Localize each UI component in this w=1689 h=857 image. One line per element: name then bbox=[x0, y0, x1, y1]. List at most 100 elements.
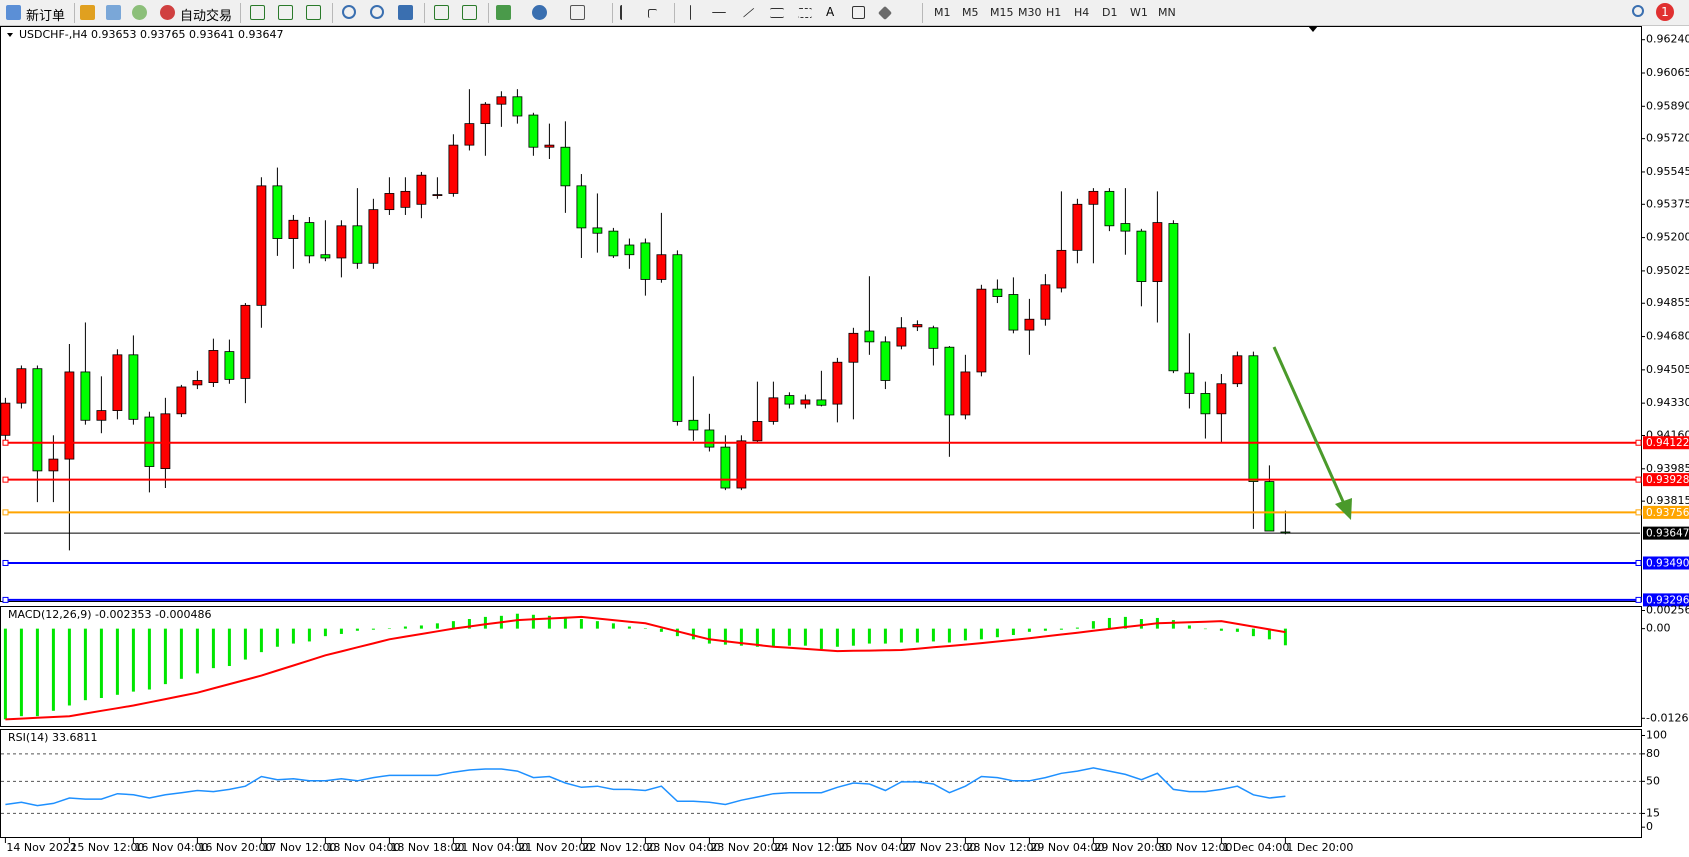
candle-body bbox=[192, 380, 203, 386]
periods-icon[interactable] bbox=[532, 5, 547, 20]
symbol-menu-arrow[interactable] bbox=[7, 33, 13, 37]
line-handle bbox=[1635, 439, 1642, 446]
price-label-box bbox=[1643, 436, 1689, 450]
price-label: 0.93490 bbox=[1646, 557, 1689, 569]
toolbar-icon[interactable] bbox=[80, 5, 95, 20]
y-tick-label: 50 bbox=[1646, 774, 1660, 787]
timeframe-button[interactable]: M5 bbox=[962, 6, 979, 19]
scroll-icon[interactable] bbox=[434, 5, 449, 20]
toolbar-icon[interactable] bbox=[132, 5, 147, 20]
price-label: 0.93647 bbox=[1646, 528, 1689, 540]
vline-icon[interactable] bbox=[690, 5, 692, 20]
timeframe-button[interactable]: MN bbox=[1158, 6, 1176, 19]
candle-body bbox=[576, 185, 587, 229]
x-tick-label: 23 Nov 04:00 bbox=[646, 841, 720, 854]
y-tick-label: 0.95890 bbox=[1646, 99, 1689, 112]
indicators-icon[interactable] bbox=[496, 5, 511, 20]
timeframe-button[interactable]: H4 bbox=[1074, 6, 1090, 19]
bar-chart-icon[interactable] bbox=[250, 5, 265, 20]
separator bbox=[674, 3, 675, 23]
text-tool[interactable]: A bbox=[826, 5, 835, 19]
candle-body bbox=[864, 330, 875, 343]
candle-chart-icon[interactable] bbox=[278, 5, 293, 20]
macd-bar bbox=[227, 628, 231, 667]
macd-bar bbox=[563, 616, 567, 629]
macd-bar bbox=[643, 628, 647, 630]
timeframe-button[interactable]: H1 bbox=[1046, 6, 1062, 19]
candle-body bbox=[112, 354, 123, 411]
auto-trading-button[interactable]: 自动交易 bbox=[180, 9, 233, 24]
candle-body bbox=[160, 413, 171, 470]
macd-bar bbox=[259, 628, 263, 653]
fibo-icon[interactable] bbox=[798, 8, 812, 18]
macd-bar bbox=[899, 628, 903, 643]
channel-icon[interactable] bbox=[770, 8, 784, 18]
crosshair-icon[interactable] bbox=[648, 9, 657, 18]
timeframe-button[interactable]: W1 bbox=[1130, 6, 1148, 19]
candle-body bbox=[96, 410, 107, 421]
macd-bar bbox=[611, 623, 615, 629]
price-label-box bbox=[1643, 473, 1689, 487]
line-handle bbox=[2, 439, 9, 446]
candle-body bbox=[1136, 230, 1147, 282]
candle-body bbox=[512, 96, 523, 117]
candle-body bbox=[32, 368, 43, 472]
ohlc-low: 0.93641 bbox=[189, 28, 235, 41]
timeframe-button[interactable]: M30 bbox=[1018, 6, 1042, 19]
new-order-icon[interactable] bbox=[6, 5, 21, 20]
zoom-in-icon[interactable] bbox=[342, 5, 356, 19]
notification-badge[interactable]: 1 bbox=[1656, 3, 1674, 21]
macd-bar bbox=[531, 614, 535, 629]
separator bbox=[240, 3, 241, 23]
auto-trading-icon[interactable] bbox=[160, 5, 175, 20]
templates-icon[interactable] bbox=[570, 5, 585, 20]
candle-body bbox=[544, 144, 555, 148]
macd-bar bbox=[83, 628, 87, 701]
shift-marker bbox=[1308, 26, 1318, 32]
label-icon[interactable] bbox=[852, 6, 865, 19]
trendline-icon[interactable] bbox=[742, 7, 756, 19]
candle-body bbox=[528, 114, 539, 148]
y-tick-label: 15 bbox=[1646, 806, 1660, 819]
cursor-icon[interactable] bbox=[620, 5, 630, 20]
candle-body bbox=[848, 332, 859, 363]
timeframe-button[interactable]: M1 bbox=[934, 6, 951, 19]
hline-icon[interactable] bbox=[712, 12, 726, 14]
line-chart-icon[interactable] bbox=[306, 5, 321, 20]
candle-body bbox=[608, 230, 619, 257]
x-tick-label: 17 Nov 12:00 bbox=[262, 841, 336, 854]
macd-bar bbox=[755, 628, 759, 647]
candle-body bbox=[912, 324, 923, 328]
macd-bar bbox=[787, 628, 791, 646]
timeframe-button[interactable]: D1 bbox=[1102, 6, 1118, 19]
candle-body bbox=[1104, 190, 1115, 227]
line-handle bbox=[1635, 596, 1642, 603]
arrows-icon[interactable] bbox=[877, 5, 893, 21]
new-order-button[interactable]: 新订单 bbox=[26, 9, 66, 24]
x-tick-label: 21 Nov 04:00 bbox=[454, 841, 528, 854]
macd-bar bbox=[947, 628, 951, 643]
candle-body bbox=[128, 354, 139, 420]
macd-bar bbox=[1171, 620, 1175, 629]
macd-bar bbox=[1091, 621, 1095, 629]
y-tick-label: 0.94855 bbox=[1646, 296, 1689, 309]
price-label-box bbox=[1643, 556, 1689, 570]
x-tick-label: 21 Nov 20:00 bbox=[518, 841, 592, 854]
price-label: 0.93756 bbox=[1646, 507, 1689, 519]
zoom-out-icon[interactable] bbox=[370, 5, 384, 19]
line-handle bbox=[2, 509, 9, 516]
y-tick-label: 0.95200 bbox=[1646, 231, 1689, 244]
candle-body bbox=[1264, 481, 1275, 532]
macd-bar bbox=[819, 628, 823, 649]
macd-bar bbox=[275, 628, 279, 647]
shift-icon[interactable] bbox=[462, 5, 477, 20]
macd-bar bbox=[1027, 628, 1031, 632]
search-icon[interactable] bbox=[1632, 5, 1644, 17]
toolbar-icon[interactable] bbox=[106, 5, 121, 20]
macd-bar bbox=[35, 628, 39, 717]
tile-icon[interactable] bbox=[398, 5, 413, 20]
candle-body bbox=[448, 144, 459, 194]
timeframe-button[interactable]: M15 bbox=[990, 6, 1014, 19]
candle-body bbox=[1056, 249, 1067, 289]
separator bbox=[922, 3, 923, 23]
